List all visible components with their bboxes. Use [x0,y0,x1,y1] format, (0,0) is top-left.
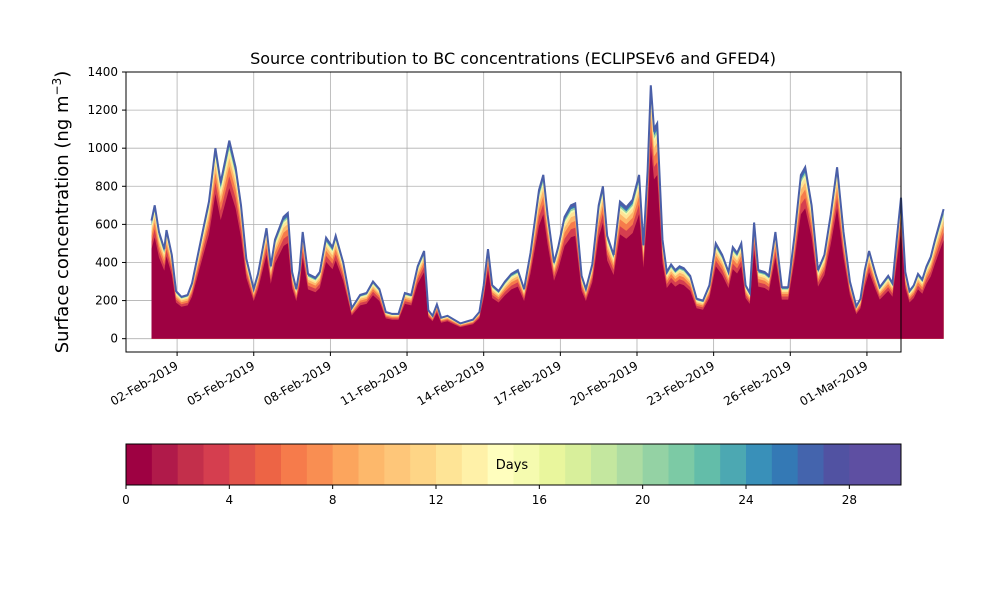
colorbar-tick-label: 24 [738,493,753,507]
colorbar-cell [513,444,540,485]
x-tick-label: 02-Feb-2019 [108,358,181,408]
colorbar-cell [255,444,282,485]
colorbar-cell [591,444,618,485]
total-line [150,85,945,325]
x-tick-label: 01-Mar-2019 [797,358,870,408]
colorbar-cell [694,444,721,485]
colorbar-cell [436,444,463,485]
colorbar-cell [875,444,902,485]
y-tick-label: 0 [110,332,118,346]
colorbar-cell [151,444,179,485]
x-tick-label: 26-Feb-2019 [721,358,794,408]
colorbar-tick-label: 28 [842,493,857,507]
colorbar-cell [461,444,489,485]
y-axis-ticks: 0 200 400 600 800 1000 1200 1400 [87,65,126,346]
y-tick-label: 1400 [87,65,118,79]
colorbar-cell [642,444,669,485]
colorbar-cell [720,444,747,485]
x-tick-label: 05-Feb-2019 [185,358,258,408]
chart-title: Source contribution to BC concentrations… [250,49,776,68]
x-tick-label: 08-Feb-2019 [261,358,334,408]
x-axis-ticks: 02-Feb-2019 05-Feb-2019 08-Feb-2019 11-Feb-… [108,352,870,409]
colorbar-tick-label: 20 [635,493,650,507]
y-tick-label: 200 [95,294,118,308]
colorbar-cell [487,444,514,485]
colorbar-cell [616,444,644,485]
colorbar-tick-label: 4 [226,493,234,507]
colorbar: 0 4 8 12 16 20 24 28 Days [122,443,902,507]
area-layer-8 [151,146,944,339]
colorbar-cell [565,444,592,485]
colorbar-cell [332,444,359,485]
colorbar-cell [539,444,566,485]
colorbar-cell [410,444,437,485]
colorbar-cell [229,444,256,485]
colorbar-label: Days [496,458,529,473]
plot-border [125,71,902,353]
colorbar-cell [797,444,824,485]
y-axis-label: Surface concentration (ng m−3) [50,71,73,354]
colorbar-tick-label: 12 [428,493,443,507]
colorbar-cell [823,444,850,485]
y-tick-label: 1200 [87,103,118,117]
colorbar-cell [668,444,695,485]
colorbar-cell [358,444,385,485]
x-tick-label: 14-Feb-2019 [415,358,488,408]
area-series [150,85,945,339]
x-tick-label: 20-Feb-2019 [568,358,641,408]
plot-area: 0 200 400 600 800 1000 1200 1400 02-Feb-2019 05-… [87,65,945,409]
colorbar-ticks: 0 4 8 12 16 20 24 28 [122,485,857,507]
colorbar-cell [281,444,308,485]
colorbar-cell [384,444,411,485]
colorbar-cell [746,444,773,485]
colorbar-tick-label: 8 [329,493,337,507]
colorbar-cell [203,444,230,485]
x-tick-label: 11-Feb-2019 [338,358,411,408]
y-tick-label: 600 [95,217,118,231]
colorbar-tick-label: 0 [122,493,130,507]
colorbar-cell [849,444,876,485]
colorbar-border [125,443,902,486]
y-tick-label: 400 [95,255,118,269]
x-tick-label: 17-Feb-2019 [491,358,564,408]
x-tick-label: 23-Feb-2019 [645,358,718,408]
colorbar-cell [177,444,204,485]
colorbar-tick-label: 16 [532,493,547,507]
colorbar-cell [306,444,334,485]
y-tick-label: 1000 [87,141,118,155]
colorbar-cells [126,444,902,485]
colorbar-cell [126,444,153,485]
y-tick-label: 800 [95,179,118,193]
colorbar-cell [771,444,799,485]
